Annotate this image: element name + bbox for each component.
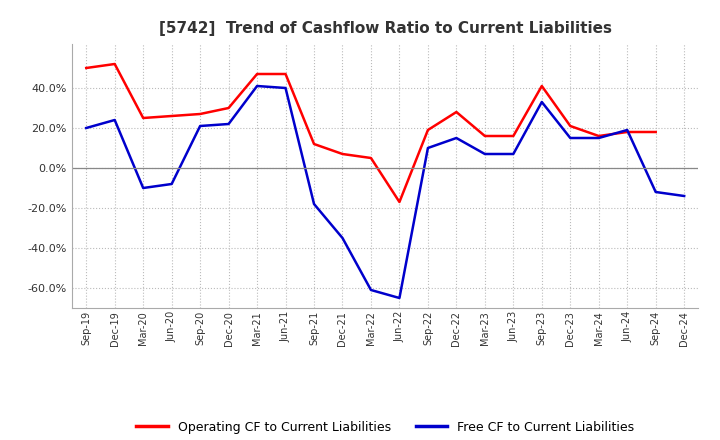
Free CF to Current Liabilities — [196, 123, 204, 128]
Operating CF to Current Liabilities — [139, 115, 148, 121]
Free CF to Current Liabilities — [110, 117, 119, 123]
Free CF to Current Liabilities — [310, 202, 318, 207]
Free CF to Current Liabilities — [338, 235, 347, 241]
Operating CF to Current Liabilities — [196, 111, 204, 117]
Operating CF to Current Liabilities — [338, 151, 347, 157]
Free CF to Current Liabilities — [595, 136, 603, 141]
Free CF to Current Liabilities — [680, 193, 688, 198]
Free CF to Current Liabilities — [225, 121, 233, 127]
Operating CF to Current Liabilities — [452, 110, 461, 115]
Title: [5742]  Trend of Cashflow Ratio to Current Liabilities: [5742] Trend of Cashflow Ratio to Curren… — [158, 21, 612, 36]
Free CF to Current Liabilities — [395, 295, 404, 301]
Free CF to Current Liabilities — [82, 125, 91, 131]
Operating CF to Current Liabilities — [595, 133, 603, 139]
Operating CF to Current Liabilities — [366, 155, 375, 161]
Free CF to Current Liabilities — [566, 136, 575, 141]
Free CF to Current Liabilities — [253, 83, 261, 88]
Operating CF to Current Liabilities — [110, 61, 119, 66]
Operating CF to Current Liabilities — [225, 105, 233, 110]
Free CF to Current Liabilities — [167, 181, 176, 187]
Operating CF to Current Liabilities — [623, 129, 631, 135]
Free CF to Current Liabilities — [366, 287, 375, 293]
Operating CF to Current Liabilities — [480, 133, 489, 139]
Free CF to Current Liabilities — [480, 151, 489, 157]
Operating CF to Current Liabilities — [537, 83, 546, 88]
Free CF to Current Liabilities — [537, 99, 546, 105]
Free CF to Current Liabilities — [623, 127, 631, 132]
Operating CF to Current Liabilities — [509, 133, 518, 139]
Free CF to Current Liabilities — [423, 145, 432, 150]
Free CF to Current Liabilities — [139, 185, 148, 191]
Operating CF to Current Liabilities — [652, 129, 660, 135]
Operating CF to Current Liabilities — [423, 127, 432, 132]
Operating CF to Current Liabilities — [395, 199, 404, 205]
Operating CF to Current Liabilities — [310, 141, 318, 147]
Operating CF to Current Liabilities — [566, 123, 575, 128]
Free CF to Current Liabilities — [509, 151, 518, 157]
Free CF to Current Liabilities — [282, 85, 290, 91]
Operating CF to Current Liabilities — [253, 71, 261, 77]
Free CF to Current Liabilities — [652, 189, 660, 194]
Line: Operating CF to Current Liabilities: Operating CF to Current Liabilities — [86, 64, 656, 202]
Operating CF to Current Liabilities — [82, 66, 91, 71]
Legend: Operating CF to Current Liabilities, Free CF to Current Liabilities: Operating CF to Current Liabilities, Fre… — [131, 416, 639, 439]
Free CF to Current Liabilities — [452, 136, 461, 141]
Line: Free CF to Current Liabilities: Free CF to Current Liabilities — [86, 86, 684, 298]
Operating CF to Current Liabilities — [282, 71, 290, 77]
Operating CF to Current Liabilities — [167, 114, 176, 119]
